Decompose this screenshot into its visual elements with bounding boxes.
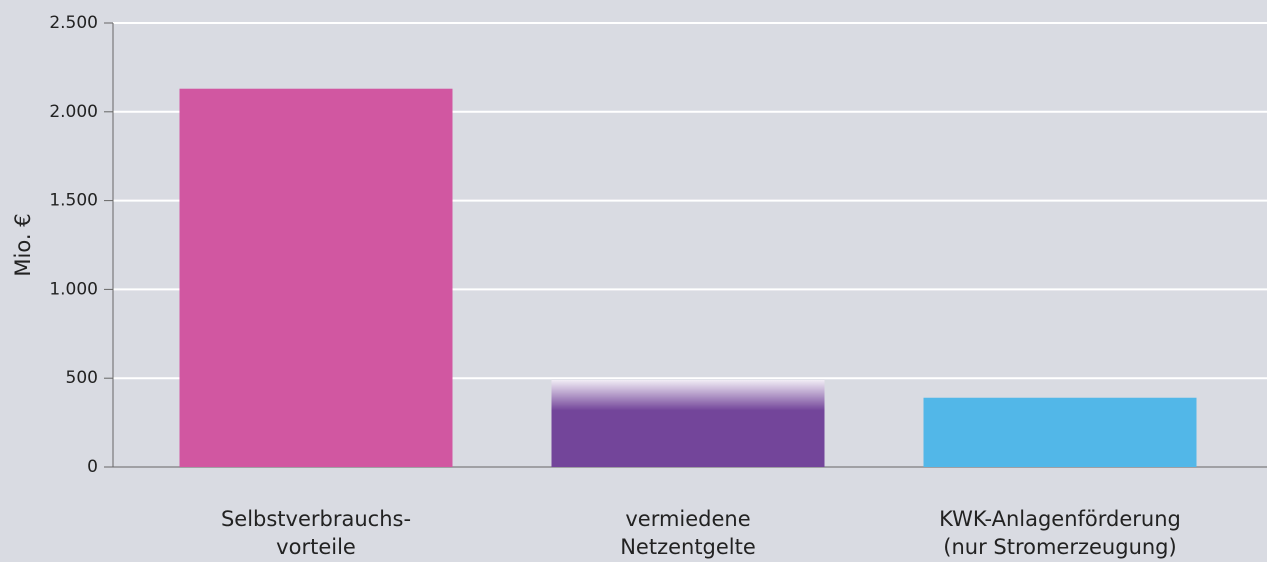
y-axis-label: Mio. € <box>11 213 35 276</box>
x-tick-label: (nur Stromerzeugung) <box>943 535 1176 559</box>
bar <box>179 88 453 467</box>
y-tick-label: 2.000 <box>49 102 98 122</box>
bar <box>923 397 1197 467</box>
bar-fade <box>551 379 825 467</box>
x-tick-label: vermiedene <box>625 507 750 531</box>
y-tick-label: 500 <box>66 368 98 388</box>
x-tick-label: vorteile <box>276 535 356 559</box>
x-tick-label: Netzentgelte <box>620 535 756 559</box>
x-tick-label: KWK-Anlagenförderung <box>939 507 1181 531</box>
y-tick-label: 0 <box>87 457 98 477</box>
y-tick-label: 1.000 <box>49 279 98 299</box>
x-tick-label: Selbstverbrauchs- <box>221 507 411 531</box>
y-tick-label: 1.500 <box>49 191 98 211</box>
y-tick-label: 2.500 <box>49 13 98 33</box>
